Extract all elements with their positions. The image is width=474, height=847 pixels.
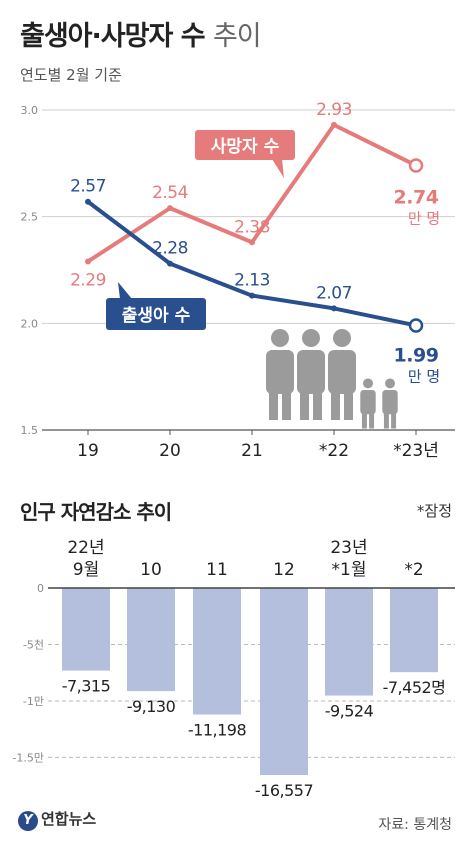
- births-series-label: 출생아 수: [122, 306, 191, 326]
- category-label: *1월: [332, 560, 367, 580]
- data-point: [85, 258, 91, 265]
- person-leg: [331, 388, 340, 420]
- person-body: [382, 390, 398, 415]
- person-leg: [269, 388, 278, 420]
- bar: [193, 588, 241, 715]
- line-chart: 1.5 2.0 2.5 3.0 19 20 21 *22 *23년 2.29 2.54 2.38 2.9…: [21, 100, 455, 461]
- person-leg: [313, 388, 322, 420]
- data-label: 1.99: [394, 344, 439, 366]
- data-point: [167, 205, 173, 212]
- data-label: 2.29: [70, 270, 106, 290]
- person-leg: [383, 410, 389, 429]
- y-tick-label: 0: [37, 582, 44, 595]
- data-label: 2.54: [152, 183, 188, 203]
- deaths-callout-pointer: [272, 159, 284, 178]
- deaths-callout-box: [195, 130, 295, 160]
- data-point: [85, 198, 91, 205]
- bar-value-label: -7,452명: [383, 678, 446, 697]
- data-label: 2.74: [394, 186, 439, 208]
- unit-label: 만 명: [408, 209, 440, 227]
- x-tick-label: 20: [159, 441, 181, 461]
- person-head: [333, 329, 351, 347]
- bar-value-label: -7,315: [62, 677, 111, 696]
- person-leg: [391, 410, 397, 429]
- x-tick-label: *22: [319, 441, 349, 461]
- x-tick-label: *23년: [393, 441, 439, 461]
- person-leg: [369, 410, 375, 429]
- data-label: 2.38: [234, 217, 270, 237]
- person-body: [328, 350, 356, 394]
- y-tick-label: 1.5: [21, 424, 39, 437]
- y-tick-label: 2.0: [21, 317, 39, 330]
- category-label: 11: [206, 560, 228, 580]
- person-head: [363, 378, 373, 389]
- person-head: [385, 378, 395, 389]
- births-callout-pointer: [118, 282, 132, 299]
- data-point: [167, 260, 173, 267]
- bar: [260, 588, 308, 775]
- logo-mark-icon: Y: [18, 811, 38, 831]
- category-label: 10: [140, 560, 162, 580]
- person-body: [266, 350, 294, 394]
- yonhap-logo: Y 연합뉴스: [18, 808, 96, 831]
- bar: [390, 588, 438, 673]
- bar-value-label: -9,524: [325, 702, 374, 721]
- unit-label: 만 명: [408, 367, 440, 385]
- page-title: 출생아·사망자 수 추이: [20, 14, 262, 53]
- person-head: [302, 329, 320, 347]
- person-leg: [361, 410, 367, 429]
- provisional-note: *잠정: [416, 502, 452, 520]
- data-point: [408, 158, 424, 173]
- bar: [325, 588, 373, 696]
- page-subtitle: 연도별 2월 기준: [20, 66, 122, 84]
- y-tick-label: -1.5만: [12, 751, 44, 764]
- person-head: [271, 329, 289, 347]
- x-tick-label: 21: [241, 441, 263, 461]
- data-point: [249, 292, 255, 299]
- category-label: 22년: [67, 538, 104, 558]
- category-label: *2: [404, 560, 423, 580]
- person-leg: [344, 388, 353, 420]
- bar: [127, 588, 175, 692]
- data-label: 2.13: [234, 271, 270, 291]
- person-leg: [282, 388, 291, 420]
- bar-chart-title: 인구 자연감소 추이: [20, 500, 172, 524]
- bar-value-label: -9,130: [127, 697, 176, 716]
- y-tick-label: -5천: [23, 637, 44, 651]
- y-tick-label: 3.0: [21, 104, 39, 117]
- data-label: 2.28: [152, 239, 188, 259]
- y-tick-label: 2.5: [21, 211, 39, 224]
- bar: [62, 588, 110, 671]
- data-point: [408, 318, 424, 333]
- family-icon: [266, 329, 398, 429]
- title-main: 출생아·사망자 수: [20, 21, 206, 52]
- data-point: [331, 121, 337, 128]
- data-label: 2.07: [316, 283, 352, 303]
- data-label: 2.93: [316, 100, 352, 120]
- data-label: 2.57: [70, 177, 106, 197]
- data-point: [331, 305, 337, 312]
- x-tick-label: 19: [77, 441, 99, 461]
- category-label: 23년: [330, 538, 367, 558]
- y-tick-label: -1만: [23, 695, 44, 708]
- source-note: 자료: 통계청: [378, 817, 452, 833]
- category-label: 12: [273, 560, 295, 580]
- deaths-series-label: 사망자 수: [211, 137, 280, 157]
- logo-text: 연합뉴스: [41, 810, 97, 828]
- title-suffix: 추이: [212, 21, 262, 52]
- person-body: [360, 390, 376, 415]
- data-point: [249, 239, 255, 246]
- births-callout-box: [106, 298, 206, 330]
- bar-value-label: -11,198: [188, 720, 247, 739]
- person-body: [297, 350, 325, 394]
- category-label: 9월: [73, 560, 99, 580]
- bar-value-label: -16,557: [255, 781, 313, 800]
- person-leg: [300, 388, 309, 420]
